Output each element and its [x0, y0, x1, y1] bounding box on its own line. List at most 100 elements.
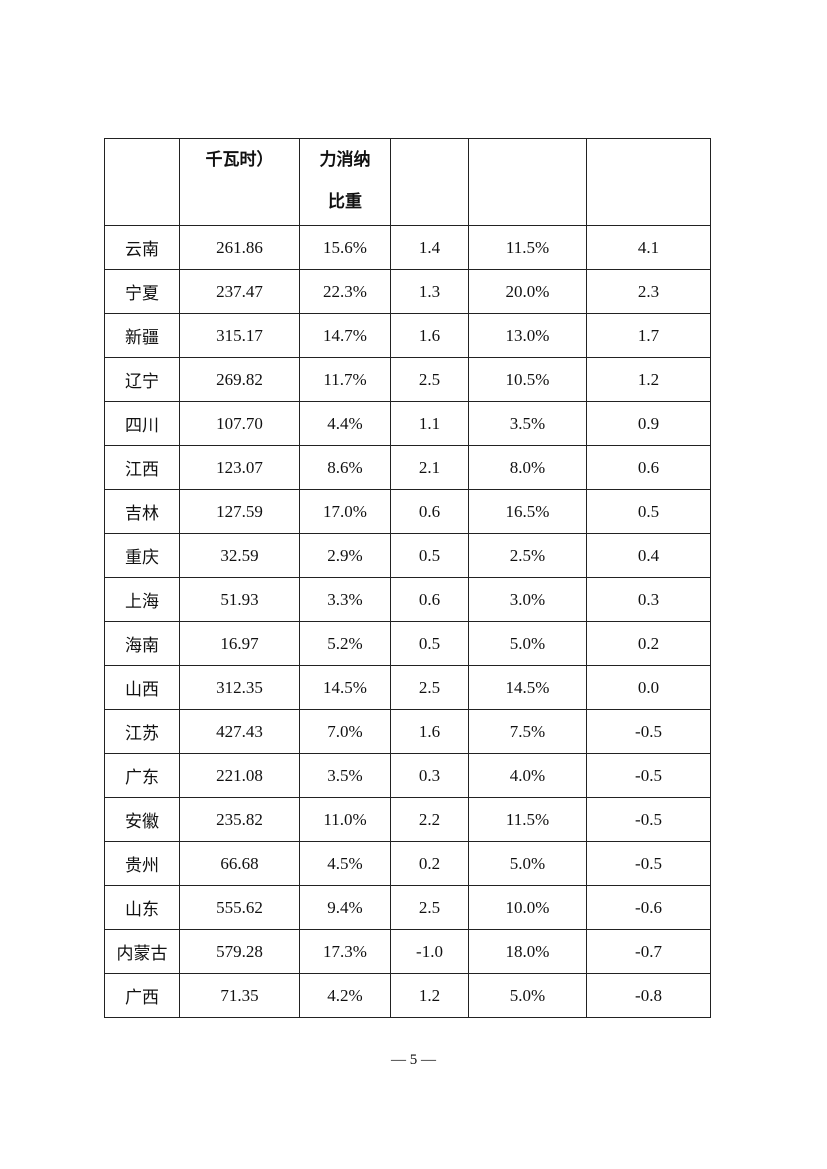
header-cell: [586, 138, 711, 226]
value-cell: 1.1: [390, 401, 469, 446]
province-data-table: 千瓦时） 力消纳 比重 云南 261.86 15.6% 1.4 11.5% 4.1 宁夏 237.4…: [104, 138, 711, 1018]
province-cell: 辽宁: [104, 357, 180, 402]
value-cell: 0.5: [390, 621, 469, 666]
value-cell: 0.2: [586, 621, 711, 666]
value-cell: 0.4: [586, 533, 711, 578]
value-cell: 0.3: [586, 577, 711, 622]
value-cell: -0.5: [586, 753, 711, 798]
table-row: 广东 221.08 3.5% 0.3 4.0% -0.5: [104, 753, 711, 798]
table-row: 山东 555.62 9.4% 2.5 10.0% -0.6: [104, 885, 711, 930]
table-row: 江苏 427.43 7.0% 1.6 7.5% -0.5: [104, 709, 711, 754]
value-cell: 15.6%: [299, 225, 391, 270]
header-cell: 千瓦时）: [179, 138, 300, 226]
value-cell: 7.5%: [468, 709, 587, 754]
value-cell: 579.28: [179, 929, 300, 974]
value-cell: 18.0%: [468, 929, 587, 974]
value-cell: 14.7%: [299, 313, 391, 358]
value-cell: 4.0%: [468, 753, 587, 798]
value-cell: 11.7%: [299, 357, 391, 402]
table-row: 辽宁 269.82 11.7% 2.5 10.5% 1.2: [104, 357, 711, 402]
value-cell: 221.08: [179, 753, 300, 798]
table-row: 山西 312.35 14.5% 2.5 14.5% 0.0: [104, 665, 711, 710]
value-cell: 4.2%: [299, 973, 391, 1018]
table-row: 四川 107.70 4.4% 1.1 3.5% 0.9: [104, 401, 711, 446]
table-row: 江西 123.07 8.6% 2.1 8.0% 0.6: [104, 445, 711, 490]
header-text: 力消纳: [319, 150, 371, 170]
value-cell: 51.93: [179, 577, 300, 622]
value-cell: 0.0: [586, 665, 711, 710]
province-cell: 吉林: [104, 489, 180, 534]
header-text: 千瓦时）: [205, 150, 274, 170]
value-cell: 17.0%: [299, 489, 391, 534]
header-cell: [468, 138, 587, 226]
value-cell: 427.43: [179, 709, 300, 754]
value-cell: 2.9%: [299, 533, 391, 578]
province-cell: 新疆: [104, 313, 180, 358]
value-cell: 2.1: [390, 445, 469, 490]
value-cell: 5.0%: [468, 973, 587, 1018]
province-cell: 四川: [104, 401, 180, 446]
province-cell: 上海: [104, 577, 180, 622]
value-cell: 20.0%: [468, 269, 587, 314]
table-row: 新疆 315.17 14.7% 1.6 13.0% 1.7: [104, 313, 711, 358]
value-cell: 16.5%: [468, 489, 587, 534]
value-cell: 0.6: [390, 577, 469, 622]
value-cell: 10.0%: [468, 885, 587, 930]
value-cell: 4.1: [586, 225, 711, 270]
value-cell: 0.6: [390, 489, 469, 534]
value-cell: 1.6: [390, 709, 469, 754]
value-cell: 2.2: [390, 797, 469, 842]
value-cell: 13.0%: [468, 313, 587, 358]
province-cell: 山西: [104, 665, 180, 710]
value-cell: -0.5: [586, 797, 711, 842]
province-cell: 广东: [104, 753, 180, 798]
table-row: 海南 16.97 5.2% 0.5 5.0% 0.2: [104, 621, 711, 666]
value-cell: 3.3%: [299, 577, 391, 622]
table-row: 上海 51.93 3.3% 0.6 3.0% 0.3: [104, 577, 711, 622]
value-cell: 3.5%: [468, 401, 587, 446]
value-cell: 555.62: [179, 885, 300, 930]
province-cell: 贵州: [104, 841, 180, 886]
province-cell: 云南: [104, 225, 180, 270]
value-cell: 22.3%: [299, 269, 391, 314]
value-cell: 16.97: [179, 621, 300, 666]
value-cell: 8.0%: [468, 445, 587, 490]
value-cell: 2.5: [390, 885, 469, 930]
table-header-row: 千瓦时） 力消纳比重: [104, 138, 711, 226]
table-row: 宁夏 237.47 22.3% 1.3 20.0% 2.3: [104, 269, 711, 314]
value-cell: 14.5%: [299, 665, 391, 710]
value-cell: 2.5: [390, 357, 469, 402]
province-cell: 山东: [104, 885, 180, 930]
table-row: 贵州 66.68 4.5% 0.2 5.0% -0.5: [104, 841, 711, 886]
province-cell: 重庆: [104, 533, 180, 578]
value-cell: -0.5: [586, 709, 711, 754]
value-cell: -1.0: [390, 929, 469, 974]
value-cell: 1.7: [586, 313, 711, 358]
value-cell: 312.35: [179, 665, 300, 710]
value-cell: -0.6: [586, 885, 711, 930]
value-cell: 9.4%: [299, 885, 391, 930]
value-cell: 7.0%: [299, 709, 391, 754]
value-cell: 1.2: [586, 357, 711, 402]
province-cell: 江西: [104, 445, 180, 490]
value-cell: 4.5%: [299, 841, 391, 886]
value-cell: 0.3: [390, 753, 469, 798]
value-cell: 5.2%: [299, 621, 391, 666]
value-cell: 17.3%: [299, 929, 391, 974]
province-cell: 宁夏: [104, 269, 180, 314]
header-text: 比重: [328, 192, 362, 212]
header-cell: 力消纳 比重: [299, 138, 391, 226]
value-cell: 123.07: [179, 445, 300, 490]
value-cell: -0.7: [586, 929, 711, 974]
value-cell: 10.5%: [468, 357, 587, 402]
value-cell: 1.4: [390, 225, 469, 270]
value-cell: -0.5: [586, 841, 711, 886]
value-cell: 0.6: [586, 445, 711, 490]
province-cell: 内蒙古: [104, 929, 180, 974]
value-cell: 315.17: [179, 313, 300, 358]
value-cell: 0.5: [390, 533, 469, 578]
value-cell: 4.4%: [299, 401, 391, 446]
province-cell: 江苏: [104, 709, 180, 754]
header-cell: [390, 138, 469, 226]
value-cell: 1.2: [390, 973, 469, 1018]
